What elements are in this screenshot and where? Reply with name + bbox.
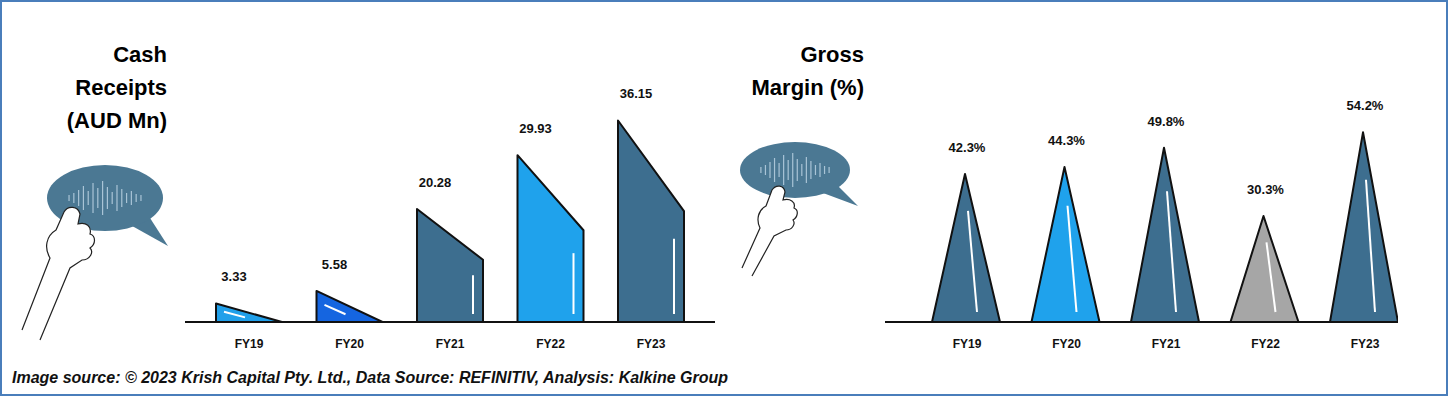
- highlight: [224, 312, 245, 318]
- highlight: [1167, 191, 1176, 312]
- icon-wave: [78, 190, 79, 206]
- icon-wave: [828, 167, 829, 173]
- highlight: [1366, 180, 1375, 312]
- icon-wave: [83, 186, 84, 210]
- icon-wave: [121, 189, 122, 207]
- plot-area: [932, 132, 1398, 322]
- chart-title: Cash Receipts (AUD Mn): [57, 38, 167, 137]
- icon-wave: [88, 191, 89, 205]
- x-tick-label: FY21: [436, 337, 465, 351]
- highlight: [968, 211, 977, 312]
- icon-wave: [68, 195, 69, 201]
- bar: [518, 155, 584, 322]
- icon-wave: [73, 193, 74, 203]
- data-label: 54.2%: [1347, 98, 1384, 113]
- data-label: 42.3%: [949, 140, 986, 155]
- icon-wave: [126, 193, 127, 203]
- icon-wave: [806, 157, 807, 183]
- x-tick-label: FY23: [637, 337, 666, 351]
- x-tick-label: FY20: [335, 337, 364, 351]
- icon-wave: [801, 164, 802, 176]
- data-label: 3.33: [221, 269, 246, 284]
- data-label: 49.8%: [1148, 114, 1185, 129]
- x-tick-label: FY19: [235, 337, 264, 351]
- icon-hand: [22, 207, 95, 340]
- icon-wave: [819, 163, 820, 177]
- bar: [1330, 132, 1398, 322]
- icon-wave: [797, 159, 798, 181]
- highlight: [673, 239, 675, 314]
- icon-wave: [112, 192, 113, 204]
- x-tick-label: FY23: [1351, 337, 1380, 351]
- bar: [932, 174, 1000, 322]
- page: 3.33 5.58 20.28 29.93 36.15 FY19 FY20 FY21 FY22 F…: [0, 0, 1448, 396]
- icon-hand: [742, 186, 797, 276]
- bar: [1131, 148, 1199, 322]
- icon-wave: [824, 166, 825, 174]
- x-tick-label: FY22: [1251, 337, 1280, 351]
- icon-bubble: [740, 142, 850, 198]
- baseline: [185, 321, 715, 323]
- data-label: 36.15: [620, 86, 653, 101]
- canvas: 3.33 5.58 20.28 29.93 36.15 FY19 FY20 FY21 FY22 F…: [0, 0, 1448, 396]
- icon-wave: [815, 165, 816, 175]
- baseline: [885, 321, 1398, 323]
- bar: [417, 209, 483, 322]
- icon-wave: [778, 163, 779, 177]
- x-tick-label: FY19: [953, 337, 982, 351]
- x-tick-label: FY22: [536, 337, 565, 351]
- highlight: [1068, 206, 1077, 312]
- icon-wave: [102, 181, 103, 215]
- source-note: Image source: © 2023 Krish Capital Pty. …: [12, 369, 728, 386]
- highlight: [472, 275, 474, 314]
- icon-wave: [107, 187, 108, 209]
- icon-wave: [131, 191, 132, 205]
- icon-wave: [810, 161, 811, 179]
- data-label: 5.58: [322, 257, 347, 272]
- x-tick-label: FY20: [1052, 337, 1081, 351]
- frame: [1, 1, 1447, 395]
- data-label: 44.3%: [1048, 133, 1085, 148]
- icon-wave: [792, 153, 793, 187]
- icon-wave: [97, 188, 98, 208]
- bar: [317, 291, 383, 322]
- icon-wave: [136, 194, 137, 202]
- bar: [618, 120, 684, 322]
- bar: [216, 303, 282, 322]
- icon-wave: [92, 183, 93, 213]
- x-tick-label: FY21: [1152, 337, 1181, 351]
- highlight: [325, 305, 346, 314]
- chart-title: Gross Margin (%): [739, 38, 864, 104]
- icon: [22, 165, 168, 340]
- data-label: 29.93: [519, 121, 552, 136]
- icon-wave: [769, 162, 770, 178]
- highlight: [573, 253, 575, 314]
- data-label: 30.3%: [1247, 182, 1284, 197]
- icon-wave: [765, 165, 766, 175]
- icon-wave: [116, 185, 117, 211]
- highlight: [1267, 242, 1276, 312]
- bar: [1032, 167, 1100, 322]
- data-label: 20.28: [419, 175, 452, 190]
- icon-wave: [788, 160, 789, 180]
- plot-area: [216, 120, 684, 322]
- icon-wave: [140, 195, 141, 201]
- icon-wave: [783, 155, 784, 185]
- bar: [1231, 216, 1299, 322]
- icon-wave: [774, 158, 775, 182]
- icon: [740, 142, 858, 276]
- icon-wave: [760, 167, 761, 173]
